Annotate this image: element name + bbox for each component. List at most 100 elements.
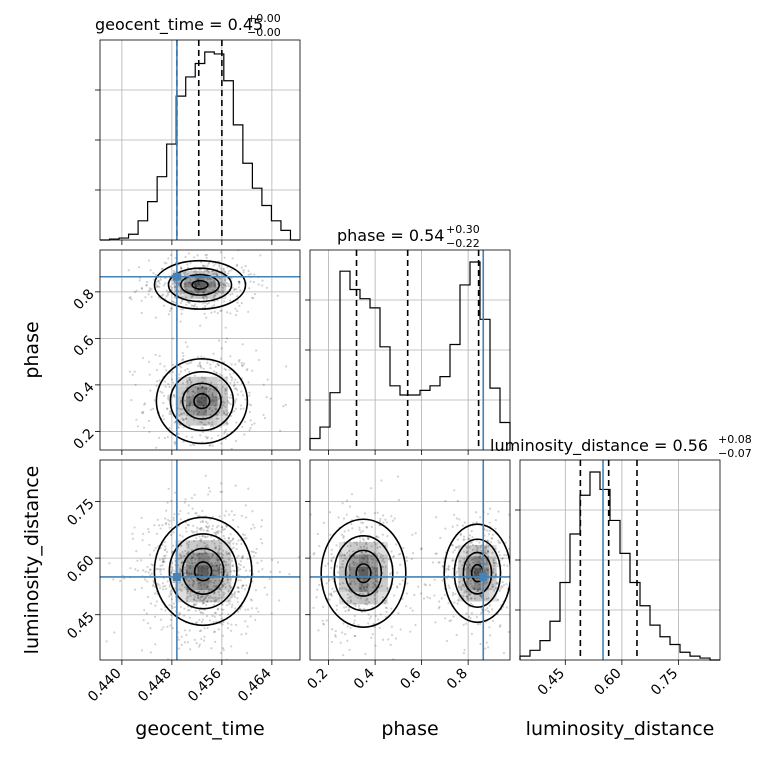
density-cell xyxy=(175,577,187,590)
sample-point xyxy=(353,564,356,567)
sample-point xyxy=(225,564,228,567)
sample-point xyxy=(202,520,205,524)
sample-point xyxy=(225,388,228,391)
sample-point xyxy=(437,607,440,610)
sample-point xyxy=(225,413,228,416)
sample-point xyxy=(190,410,193,413)
sample-point xyxy=(199,324,202,327)
sample-point xyxy=(434,552,437,555)
sample-point xyxy=(185,405,188,408)
sample-point xyxy=(215,526,219,529)
sample-point xyxy=(479,594,482,597)
sample-point xyxy=(210,562,213,565)
sample-point xyxy=(167,487,170,490)
sample-point xyxy=(378,586,381,589)
sample-point xyxy=(365,599,368,602)
title-luminosity-distance-minus: −0.07 xyxy=(718,447,752,460)
sample-point xyxy=(347,608,350,612)
density-cell xyxy=(458,556,466,568)
density-cell xyxy=(358,554,369,567)
sample-point xyxy=(204,289,207,292)
density-cell xyxy=(186,415,197,426)
sample-point xyxy=(371,586,375,589)
sample-point xyxy=(164,545,167,548)
sample-point xyxy=(146,580,149,583)
sample-point xyxy=(478,588,481,591)
sample-point xyxy=(517,516,519,518)
sample-point xyxy=(226,400,229,403)
sample-point xyxy=(149,627,152,630)
sample-point xyxy=(192,598,196,601)
sample-point xyxy=(186,273,189,276)
sample-point xyxy=(231,257,234,260)
sample-point xyxy=(496,581,499,584)
sample-point xyxy=(179,554,182,557)
sample-point xyxy=(184,568,187,572)
sample-point xyxy=(198,629,201,633)
sample-point xyxy=(345,588,348,592)
y-tick-label: 0.2 xyxy=(71,426,98,453)
sample-point xyxy=(223,300,226,303)
sample-point xyxy=(342,622,345,625)
density-cell xyxy=(184,270,195,277)
sample-point xyxy=(211,524,214,528)
sample-point xyxy=(367,591,370,594)
sample-point xyxy=(203,635,206,638)
sample-point xyxy=(491,583,494,586)
sample-point xyxy=(347,596,350,600)
sample-point xyxy=(236,596,239,600)
sample-point xyxy=(157,285,160,288)
sample-point xyxy=(386,587,389,590)
sample-point xyxy=(219,586,222,589)
sample-point xyxy=(202,297,206,301)
sample-point xyxy=(454,592,457,596)
sample-point xyxy=(201,509,204,512)
sample-point xyxy=(441,579,444,582)
sample-point xyxy=(179,557,182,560)
sample-point xyxy=(171,627,174,630)
sample-point xyxy=(193,598,196,602)
sample-point xyxy=(467,593,470,597)
sample-point xyxy=(205,594,208,598)
sample-point xyxy=(223,412,226,415)
sample-point xyxy=(242,271,245,274)
sample-point xyxy=(198,535,201,538)
sample-point xyxy=(159,527,162,530)
sample-point xyxy=(213,542,216,545)
sample-point xyxy=(197,278,200,281)
sample-point xyxy=(240,302,244,305)
sample-point xyxy=(226,627,229,630)
sample-point xyxy=(220,530,223,534)
density-cell xyxy=(488,567,497,579)
sample-point xyxy=(322,623,326,626)
sample-point xyxy=(226,272,230,275)
density-contour xyxy=(168,533,238,610)
sample-point xyxy=(199,595,203,598)
sample-point xyxy=(235,421,238,424)
sample-point xyxy=(140,411,143,414)
sample-point xyxy=(489,634,492,637)
sample-point xyxy=(377,552,381,555)
sample-point xyxy=(216,292,219,295)
sample-point xyxy=(206,626,209,630)
sample-point xyxy=(188,370,191,373)
sample-point xyxy=(233,387,236,390)
sample-point xyxy=(478,583,481,586)
sample-point xyxy=(236,610,240,613)
sample-point xyxy=(374,644,377,647)
sample-point xyxy=(131,532,134,535)
sample-point xyxy=(233,288,236,291)
density-contour xyxy=(333,535,394,612)
sample-point xyxy=(476,623,479,626)
sample-point xyxy=(214,262,217,265)
sample-point xyxy=(190,572,193,576)
sample-point xyxy=(211,272,215,275)
sample-point xyxy=(450,544,454,547)
density-cell xyxy=(186,565,198,578)
density-cell xyxy=(205,270,216,277)
sample-point xyxy=(227,468,229,470)
sample-point xyxy=(255,607,258,610)
sample-point xyxy=(188,584,191,587)
sample-point xyxy=(189,261,192,265)
sample-point xyxy=(208,588,211,591)
